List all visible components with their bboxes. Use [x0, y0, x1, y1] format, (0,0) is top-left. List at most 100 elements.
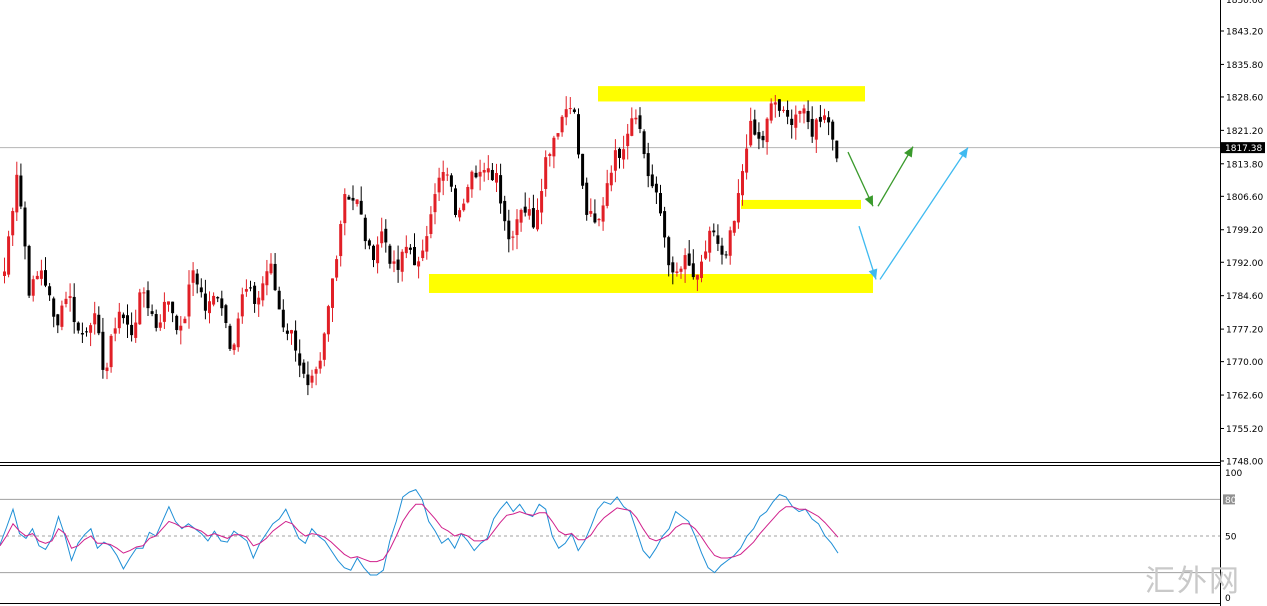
candle-body [396, 259, 400, 270]
price-tick-label: 1770.00 [1226, 358, 1263, 368]
candle [388, 243, 392, 269]
candle-body [93, 313, 97, 325]
candle-body [613, 150, 617, 171]
zone-support [429, 274, 873, 293]
candle-body [376, 244, 380, 264]
candle [831, 119, 835, 151]
candle [175, 314, 179, 335]
candle [478, 159, 482, 191]
candle-body [363, 217, 367, 242]
candle [646, 142, 650, 188]
candle [101, 317, 105, 379]
candle-body [732, 220, 736, 233]
candle [757, 122, 761, 150]
candle-body [335, 259, 339, 278]
candle-body [823, 115, 826, 120]
candle [335, 255, 339, 282]
candle [806, 100, 810, 130]
candle-body [134, 322, 138, 338]
candle [240, 287, 244, 324]
candle [236, 312, 240, 352]
candle-body [810, 118, 814, 137]
candle [212, 292, 216, 307]
candle [712, 223, 716, 237]
price-tick-label: 1835.80 [1226, 61, 1263, 71]
candle [167, 301, 170, 312]
candle-body [27, 245, 31, 296]
candle-body [671, 262, 675, 273]
candle-body [679, 268, 683, 272]
candle [322, 332, 326, 367]
candle-body [572, 109, 576, 112]
candle [117, 302, 121, 334]
candle [577, 108, 580, 159]
oscillator-tick-label: 100 [1225, 469, 1242, 479]
candle [277, 286, 281, 310]
candle [265, 259, 269, 296]
candle-body [183, 318, 187, 324]
candle [7, 230, 11, 278]
candle [257, 291, 261, 317]
candle [445, 167, 449, 181]
arrow-shaft [877, 146, 914, 207]
candle-body [527, 209, 531, 216]
candle-body [454, 188, 457, 215]
candle [421, 239, 425, 262]
candle [306, 361, 310, 396]
candle [355, 199, 359, 207]
candle-body [85, 331, 88, 333]
candle [150, 304, 154, 317]
candle [687, 240, 691, 267]
candle-body [695, 274, 699, 280]
candle-body [60, 305, 64, 327]
candle [228, 323, 232, 352]
candle-body [314, 369, 318, 374]
candle-body [167, 301, 170, 305]
candle-body [507, 220, 511, 240]
candle-body [253, 285, 257, 304]
candle [650, 164, 654, 189]
candle [536, 198, 539, 232]
candle-body [171, 301, 175, 314]
candle-body [449, 175, 453, 187]
candle [437, 167, 441, 201]
candle [544, 150, 548, 197]
candle-body [700, 261, 703, 278]
candle-body [724, 254, 728, 256]
candle-body [519, 209, 523, 223]
candle-body [441, 172, 445, 181]
candle-body [622, 149, 626, 160]
candle [564, 96, 568, 126]
candle-body [39, 270, 43, 279]
candle-body [540, 191, 544, 213]
candle [433, 183, 437, 225]
candle [27, 244, 31, 299]
candle-body [388, 245, 392, 264]
candle [585, 177, 589, 221]
candle-body [56, 314, 60, 326]
candle [613, 139, 617, 183]
candle-body [831, 121, 835, 140]
candle [158, 314, 162, 331]
candle-body [708, 230, 712, 253]
candle-body [19, 175, 23, 207]
candle [318, 352, 322, 374]
candle [515, 209, 519, 250]
candle-body [109, 335, 113, 368]
candle-body [675, 271, 679, 273]
candle [720, 237, 724, 265]
candle [474, 165, 478, 179]
candle [19, 163, 23, 210]
candle-body [638, 115, 642, 129]
candle [11, 207, 15, 246]
candle-body [470, 171, 474, 190]
candle-body [326, 306, 330, 335]
candle [290, 329, 293, 345]
candle-body [605, 183, 609, 206]
candle-body [52, 298, 56, 317]
candle-body [741, 171, 744, 196]
candle [454, 184, 457, 218]
candle [216, 296, 220, 303]
candle-body [437, 177, 441, 193]
candle-body [490, 169, 494, 181]
